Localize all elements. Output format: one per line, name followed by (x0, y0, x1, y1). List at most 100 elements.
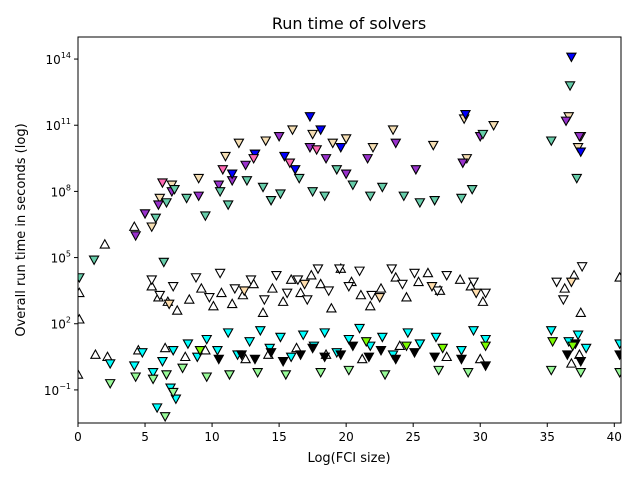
triangle-down-marker (429, 195, 441, 206)
triangle-down-marker (410, 165, 422, 176)
triangle-up-marker (375, 282, 387, 293)
triangle-down-marker (545, 326, 557, 337)
triangle-down-marker (277, 357, 289, 367)
triangle-down-marker (564, 81, 576, 92)
triangle-down-marker (327, 138, 339, 149)
triangle-down-marker (214, 187, 226, 198)
triangle-down-marker (390, 354, 402, 365)
triangle-down-marker (560, 116, 572, 127)
triangle-down-marker (470, 288, 482, 299)
triangle-down-marker (430, 332, 442, 343)
triangle-down-marker (477, 129, 489, 140)
triangle-up-marker (240, 353, 252, 364)
triangle-down-marker (375, 345, 387, 356)
triangle-down-marker (278, 151, 291, 162)
triangle-down-marker (240, 160, 252, 171)
triangle-down-marker (320, 154, 332, 165)
triangle-down-marker (254, 326, 266, 337)
triangle-down-marker (257, 182, 269, 193)
triangle-down-marker (88, 255, 100, 266)
x-axis: 0 5 10 15 20 25 30 35 40 (74, 423, 622, 444)
triangle-up-marker (315, 278, 327, 289)
triangle-down-marker (565, 52, 577, 63)
triangle-down-marker (229, 284, 241, 295)
triangle-down-marker (455, 193, 467, 204)
y-tick-label: 10−1 (44, 382, 71, 398)
triangle-down-marker (561, 350, 573, 361)
x-tick-label: 30 (473, 430, 488, 444)
triangle-down-marker (551, 277, 563, 288)
triangle-up-marker (257, 306, 269, 317)
triangle-down-marker (441, 270, 453, 281)
triangle-down-marker (307, 187, 319, 198)
triangle-down-marker (219, 151, 232, 162)
triangle-down-marker (488, 120, 500, 131)
triangle-down-marker (163, 299, 175, 310)
triangle-up-marker (195, 282, 207, 293)
triangle-down-marker (480, 334, 492, 345)
triangle-down-marker (480, 341, 492, 352)
triangle-down-marker (201, 334, 213, 345)
triangle-down-marker (249, 354, 261, 365)
triangle-up-marker (226, 298, 238, 309)
triangle-down-marker (426, 282, 438, 292)
triangle-down-marker (199, 211, 211, 222)
triangle-down-marker (457, 158, 469, 169)
triangle-down-marker (265, 195, 277, 206)
triangle-down-marker (190, 273, 202, 284)
x-tick-label: 5 (141, 430, 149, 444)
triangle-down-marker (270, 270, 282, 281)
triangle-down-marker (167, 282, 179, 292)
triangle-up-marker (89, 348, 101, 359)
triangle-down-marker (363, 352, 375, 363)
triangle-down-marker (152, 200, 164, 211)
triangle-down-marker (201, 372, 213, 383)
triangle-down-marker (151, 403, 163, 414)
triangle-down-marker (203, 293, 215, 304)
triangle-down-marker (222, 328, 234, 339)
triangle-down-marker (304, 112, 316, 123)
triangle-down-marker (387, 125, 399, 136)
triangle-down-marker (347, 341, 359, 352)
triangle-down-marker (286, 125, 299, 136)
triangle-down-marker (315, 125, 327, 136)
triangle-down-marker (459, 109, 472, 120)
y-axis-label: Overall run time in seconds (log) (14, 123, 29, 336)
triangle-down-marker (367, 143, 379, 154)
triangle-down-marker (398, 191, 410, 202)
triangle-down-marker (467, 326, 480, 337)
triangle-down-marker (362, 154, 374, 165)
triangle-down-marker (545, 365, 557, 376)
triangle-down-marker (376, 182, 388, 193)
triangle-down-marker (319, 191, 331, 202)
triangle-down-marker (402, 328, 414, 339)
triangle-down-marker (414, 339, 426, 350)
triangle-up-marker (295, 287, 307, 298)
triangle-up-marker (355, 289, 367, 300)
triangle-down-marker (244, 337, 256, 348)
triangle-down-marker (167, 387, 179, 398)
triangle-down-marker (331, 165, 343, 176)
triangle-up-marker (207, 300, 219, 311)
triangle-down-marker (193, 173, 205, 184)
triangle-down-marker (315, 368, 327, 379)
triangle-down-marker (557, 295, 569, 306)
triangle-up-marker (325, 302, 337, 313)
triangle-down-marker (343, 282, 355, 292)
y-axis: 10−1 102 105 108 1011 1014 (44, 51, 78, 398)
triangle-down-marker (364, 191, 376, 202)
triangle-down-marker (238, 286, 250, 297)
triangle-down-marker (396, 279, 408, 290)
triangle-down-marker (376, 332, 388, 343)
triangle-down-marker (260, 136, 272, 147)
triangle-down-marker (480, 288, 492, 299)
triangle-down-marker (323, 286, 335, 297)
triangle-up-marker (400, 291, 413, 302)
triangle-down-marker (130, 372, 142, 383)
triangle-down-marker (177, 363, 189, 374)
triangle-down-marker (565, 277, 577, 288)
triangle-up-marker (215, 287, 227, 298)
triangle-up-marker (422, 267, 434, 278)
triangle-up-marker (171, 304, 183, 315)
